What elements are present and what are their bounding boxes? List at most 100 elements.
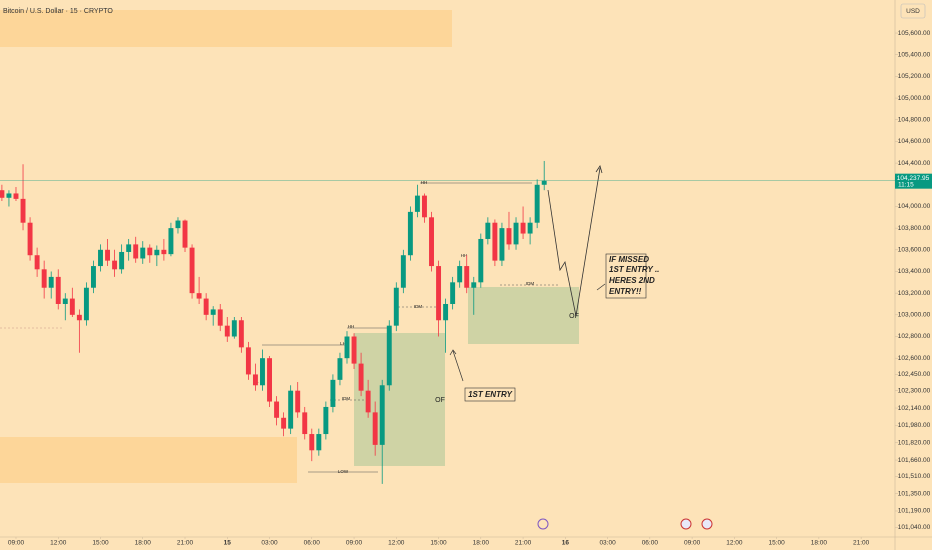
x-tick-label: 09:00 xyxy=(684,540,701,547)
candle-body xyxy=(365,390,371,413)
candle-body xyxy=(83,287,89,321)
y-tick-label: 101,660.00 xyxy=(898,457,931,464)
x-tick-label: 21:00 xyxy=(853,540,870,547)
candle-body xyxy=(506,228,512,245)
candle-body xyxy=(386,325,392,386)
candle-body xyxy=(358,363,364,391)
note-line: 1ST ENTRY .. xyxy=(609,265,659,274)
candle-body xyxy=(534,184,540,223)
y-tick-label: 103,200.00 xyxy=(898,290,931,297)
candle-body xyxy=(316,434,322,451)
candle-body xyxy=(527,222,533,234)
candle-body xyxy=(231,320,237,337)
annotation: HH xyxy=(348,324,355,329)
x-tick-label: 18:00 xyxy=(473,540,490,547)
y-tick-label: 105,600.00 xyxy=(898,30,931,37)
arrow xyxy=(452,350,464,382)
y-tick-label: 105,000.00 xyxy=(898,95,931,102)
candle-body xyxy=(238,320,244,348)
candle-body xyxy=(168,228,174,255)
x-tick-label: 06:00 xyxy=(304,540,321,547)
candle-body xyxy=(140,247,146,259)
event-icon[interactable] xyxy=(680,518,692,530)
x-tick-label: 06:00 xyxy=(642,540,659,547)
arrow-head xyxy=(449,349,457,356)
candle-body xyxy=(90,266,96,288)
candle-body xyxy=(20,198,26,223)
candle-body xyxy=(98,249,103,267)
y-tick-label: 101,980.00 xyxy=(898,422,931,429)
candle-body xyxy=(154,249,160,256)
candle-body xyxy=(281,417,287,429)
candle-body xyxy=(436,266,442,321)
candle-body xyxy=(13,193,19,199)
candle-body xyxy=(330,379,336,407)
candle-body xyxy=(217,309,223,326)
chart-title: Bitcoin / U.S. Dollar · 15 · CRYPTO xyxy=(3,8,113,15)
y-tick-label: 102,300.00 xyxy=(898,387,931,394)
annotation: OF xyxy=(569,313,579,320)
x-tick-label: 15:00 xyxy=(92,540,109,547)
y-tick-label: 101,820.00 xyxy=(898,439,931,446)
y-tick-label: 102,800.00 xyxy=(898,333,931,340)
event-icon[interactable] xyxy=(537,518,549,530)
candle-body xyxy=(196,293,202,299)
y-tick-label: 103,000.00 xyxy=(898,312,931,319)
candle-body xyxy=(34,255,40,270)
candle-body xyxy=(429,217,434,267)
candle-body xyxy=(0,190,5,198)
candle-body xyxy=(499,228,505,261)
candle-body xyxy=(309,434,315,451)
order-block xyxy=(468,287,579,344)
candle-body xyxy=(422,195,427,218)
candle-body xyxy=(492,222,498,261)
candle-body xyxy=(203,298,209,315)
candle-body xyxy=(69,298,75,315)
note-box xyxy=(605,253,647,299)
countdown: 11:15 xyxy=(898,181,914,188)
candle-body xyxy=(175,220,181,229)
note-line: HERES 2ND xyxy=(609,276,655,285)
candle-body xyxy=(372,412,378,445)
candle-body xyxy=(457,266,463,283)
y-tick-label: 101,190.00 xyxy=(898,508,931,515)
y-tick-label: 103,800.00 xyxy=(898,225,931,232)
candle-body xyxy=(224,325,230,337)
annotation: LOW xyxy=(338,469,349,474)
y-tick-label: 103,400.00 xyxy=(898,268,931,275)
x-tick-label: 18:00 xyxy=(135,540,152,547)
candle-body xyxy=(133,244,139,259)
note-line: IF MISSED xyxy=(609,255,649,264)
event-icon[interactable] xyxy=(701,518,713,530)
annotation: IDM xyxy=(342,396,351,401)
candle-body xyxy=(288,390,294,429)
candle-body xyxy=(161,249,167,255)
candle-body xyxy=(252,374,258,386)
x-tick-label: 16 xyxy=(562,540,570,547)
candle-body xyxy=(274,401,280,418)
candle-body xyxy=(245,347,251,375)
supply-zone xyxy=(0,10,452,47)
candle-body xyxy=(55,276,61,304)
candle-body xyxy=(414,195,420,212)
x-tick-label: 21:00 xyxy=(177,540,194,547)
candle-body xyxy=(126,244,132,252)
candle-body xyxy=(323,406,329,435)
entry-label: 1ST ENTRY xyxy=(468,390,513,399)
y-tick-label: 105,400.00 xyxy=(898,51,931,58)
x-tick-label: 03:00 xyxy=(261,540,278,547)
x-tick-label: 18:00 xyxy=(811,540,828,547)
candle-body xyxy=(344,336,350,359)
candle-body xyxy=(112,260,118,270)
candle-body xyxy=(267,358,272,402)
candle-body xyxy=(379,385,385,445)
y-tick-label: 101,350.00 xyxy=(898,490,931,497)
candle-body xyxy=(407,211,413,256)
candle-body xyxy=(485,222,491,239)
x-tick-label: 09:00 xyxy=(8,540,25,547)
candle-body xyxy=(541,180,547,185)
annotation: OF xyxy=(435,397,445,404)
y-tick-label: 102,140.00 xyxy=(898,405,931,412)
candle-body xyxy=(464,266,470,288)
y-tick-label: 101,040.00 xyxy=(898,524,931,531)
